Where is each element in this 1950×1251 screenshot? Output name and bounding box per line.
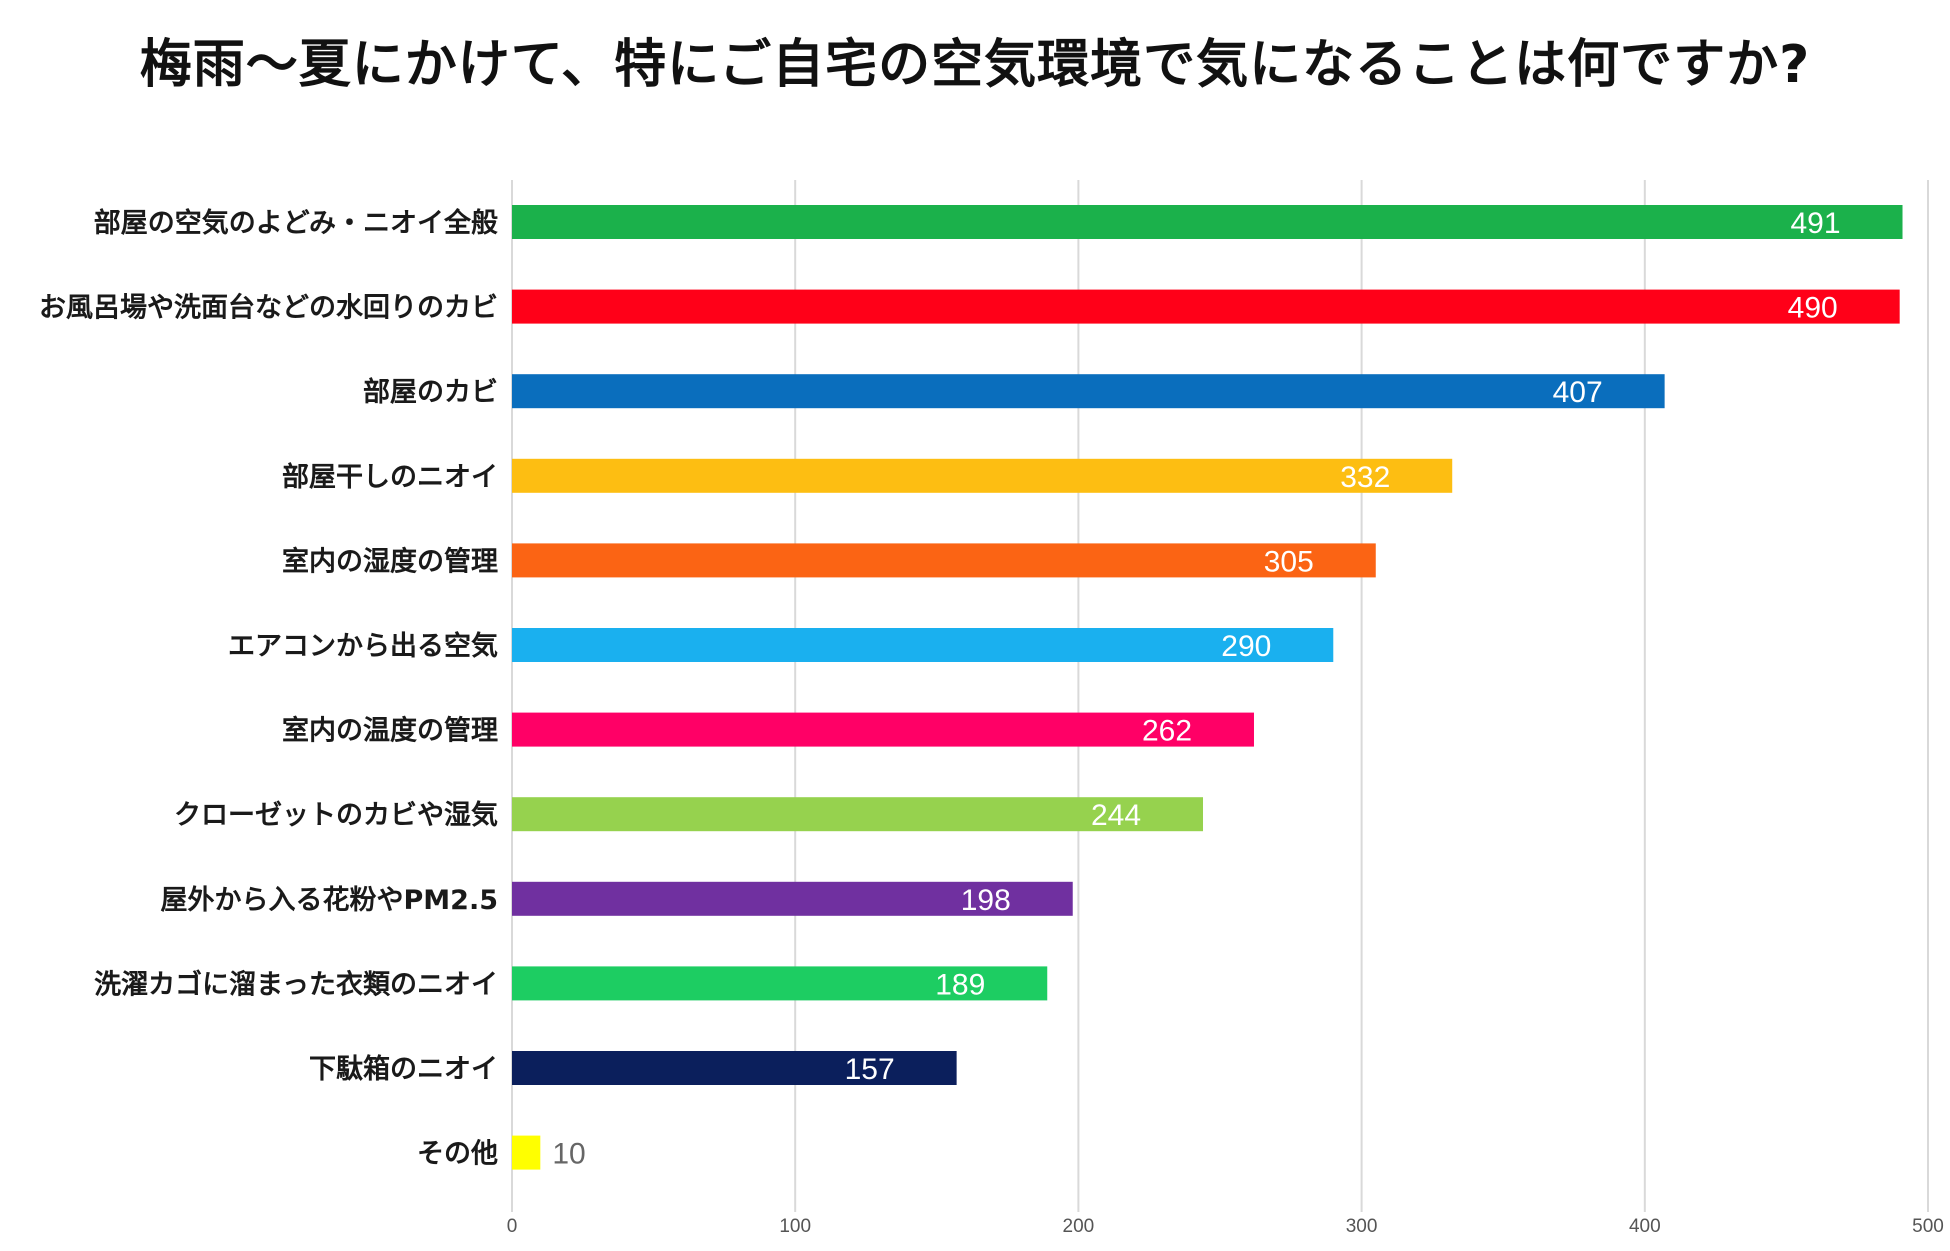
x-tick-label: 500 bbox=[1912, 1216, 1944, 1237]
data-label: 244 bbox=[1091, 799, 1141, 832]
data-label: 189 bbox=[935, 968, 985, 1001]
bar bbox=[512, 543, 1376, 578]
bar bbox=[512, 458, 1453, 493]
data-label: 262 bbox=[1142, 715, 1192, 748]
category-label: お風呂場や洗面台などの水回りのカビ bbox=[39, 292, 498, 324]
value-labels: 491 490 407 332 305 290 262 244 198 189 157 10 bbox=[552, 207, 1840, 1171]
category-label: 室内の湿度の管理 bbox=[282, 545, 498, 577]
data-label: 490 bbox=[1788, 292, 1838, 325]
x-axis-tick-labels: 0 100 200 300 400 500 bbox=[507, 1216, 1944, 1237]
data-label: 332 bbox=[1340, 461, 1390, 494]
category-label: 室内の温度の管理 bbox=[282, 715, 498, 747]
bar bbox=[512, 1135, 541, 1170]
data-label: 491 bbox=[1791, 207, 1841, 240]
bar bbox=[512, 881, 1073, 916]
category-label: クローゼットのカビや湿気 bbox=[174, 799, 498, 831]
data-label: 10 bbox=[552, 1138, 585, 1171]
category-label: 部屋のカビ bbox=[363, 376, 498, 408]
category-label: 部屋干しのニオイ bbox=[282, 461, 498, 493]
data-label: 157 bbox=[845, 1053, 895, 1086]
category-label: 屋外から入る花粉やPM2.5 bbox=[161, 885, 499, 916]
bar bbox=[512, 797, 1204, 832]
category-label: 洗濯カゴに溜まった衣類のニオイ bbox=[94, 968, 498, 1000]
x-tick-label: 300 bbox=[1346, 1216, 1378, 1237]
data-label: 290 bbox=[1221, 630, 1271, 663]
category-label: 部屋の空気のよどみ・ニオイ全般 bbox=[94, 207, 498, 239]
category-label: 下駄箱のニオイ bbox=[309, 1053, 498, 1085]
bar bbox=[512, 1051, 957, 1085]
bar bbox=[512, 374, 1665, 409]
category-labels: 部屋の空気のよどみ・ニオイ全般お風呂場や洗面台などの水回りのカビ部屋のカビ部屋干… bbox=[39, 207, 498, 1170]
category-label: エアコンから出る空気 bbox=[228, 630, 498, 662]
bar bbox=[512, 966, 1048, 1001]
bar bbox=[512, 628, 1334, 662]
chart-title: 梅雨〜夏にかけて、特にご自宅の空気環境で気になることは何ですか? bbox=[139, 35, 1811, 95]
x-tick-label: 200 bbox=[1063, 1216, 1095, 1237]
x-tick-label: 100 bbox=[779, 1216, 811, 1237]
bar bbox=[512, 205, 1903, 239]
bar bbox=[512, 289, 1900, 324]
x-tick-label: 400 bbox=[1629, 1216, 1661, 1237]
bar bbox=[512, 712, 1254, 747]
data-label: 198 bbox=[961, 884, 1011, 917]
data-label: 407 bbox=[1553, 376, 1603, 409]
category-label: その他 bbox=[417, 1139, 498, 1170]
bars bbox=[512, 205, 1903, 1170]
gridlines bbox=[511, 180, 1929, 1212]
data-label: 305 bbox=[1264, 545, 1314, 578]
x-tick-label: 0 bbox=[507, 1216, 518, 1237]
